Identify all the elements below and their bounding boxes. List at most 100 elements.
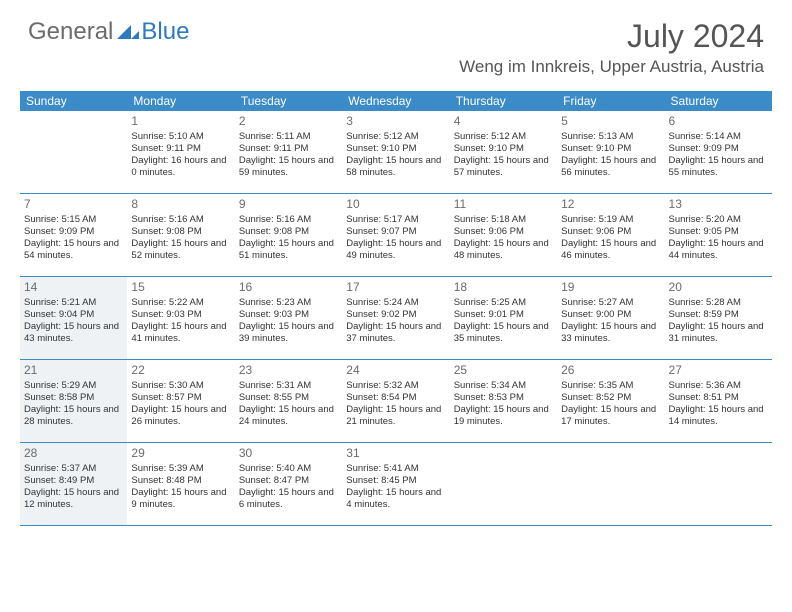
day-cell: 19Sunrise: 5:27 AMSunset: 9:00 PMDayligh…	[557, 277, 664, 359]
day-number: 22	[131, 363, 230, 378]
sunset-text: Sunset: 8:49 PM	[24, 475, 123, 487]
day-number: 25	[454, 363, 553, 378]
sunset-text: Sunset: 8:47 PM	[239, 475, 338, 487]
day-cell: 17Sunrise: 5:24 AMSunset: 9:02 PMDayligh…	[342, 277, 449, 359]
weekday-col: Friday	[557, 91, 664, 111]
day-cell: 21Sunrise: 5:29 AMSunset: 8:58 PMDayligh…	[20, 360, 127, 442]
sunset-text: Sunset: 9:04 PM	[24, 309, 123, 321]
day-number: 15	[131, 280, 230, 295]
sunset-text: Sunset: 8:52 PM	[561, 392, 660, 404]
day-cell: 2Sunrise: 5:11 AMSunset: 9:11 PMDaylight…	[235, 111, 342, 193]
day-cell: 30Sunrise: 5:40 AMSunset: 8:47 PMDayligh…	[235, 443, 342, 525]
day-number: 14	[24, 280, 123, 295]
day-cell: 23Sunrise: 5:31 AMSunset: 8:55 PMDayligh…	[235, 360, 342, 442]
day-number: 7	[24, 197, 123, 212]
sunset-text: Sunset: 9:06 PM	[454, 226, 553, 238]
sunset-text: Sunset: 9:08 PM	[131, 226, 230, 238]
day-number: 31	[346, 446, 445, 461]
daylight-text: Daylight: 15 hours and 52 minutes.	[131, 238, 230, 262]
sunrise-text: Sunrise: 5:30 AM	[131, 380, 230, 392]
daylight-text: Daylight: 15 hours and 33 minutes.	[561, 321, 660, 345]
day-cell: 25Sunrise: 5:34 AMSunset: 8:53 PMDayligh…	[450, 360, 557, 442]
day-cell: 16Sunrise: 5:23 AMSunset: 9:03 PMDayligh…	[235, 277, 342, 359]
sunrise-text: Sunrise: 5:15 AM	[24, 214, 123, 226]
sunset-text: Sunset: 9:03 PM	[131, 309, 230, 321]
day-cell	[557, 443, 664, 525]
daylight-text: Daylight: 15 hours and 4 minutes.	[346, 487, 445, 511]
daylight-text: Daylight: 15 hours and 35 minutes.	[454, 321, 553, 345]
daylight-text: Daylight: 15 hours and 43 minutes.	[24, 321, 123, 345]
sunset-text: Sunset: 9:03 PM	[239, 309, 338, 321]
sunrise-text: Sunrise: 5:23 AM	[239, 297, 338, 309]
daylight-text: Daylight: 15 hours and 31 minutes.	[669, 321, 768, 345]
week-row: 28Sunrise: 5:37 AMSunset: 8:49 PMDayligh…	[20, 443, 772, 526]
sunset-text: Sunset: 9:09 PM	[669, 143, 768, 155]
sunrise-text: Sunrise: 5:24 AM	[346, 297, 445, 309]
daylight-text: Daylight: 15 hours and 39 minutes.	[239, 321, 338, 345]
daylight-text: Daylight: 15 hours and 44 minutes.	[669, 238, 768, 262]
day-cell: 10Sunrise: 5:17 AMSunset: 9:07 PMDayligh…	[342, 194, 449, 276]
sunset-text: Sunset: 8:48 PM	[131, 475, 230, 487]
sunset-text: Sunset: 8:55 PM	[239, 392, 338, 404]
sunrise-text: Sunrise: 5:16 AM	[131, 214, 230, 226]
day-number: 8	[131, 197, 230, 212]
daylight-text: Daylight: 15 hours and 57 minutes.	[454, 155, 553, 179]
daylight-text: Daylight: 15 hours and 24 minutes.	[239, 404, 338, 428]
brand-part1: General	[28, 18, 113, 46]
sunrise-text: Sunrise: 5:14 AM	[669, 131, 768, 143]
logo-triangle-icon	[117, 25, 131, 39]
sunrise-text: Sunrise: 5:35 AM	[561, 380, 660, 392]
day-cell: 24Sunrise: 5:32 AMSunset: 8:54 PMDayligh…	[342, 360, 449, 442]
day-number: 24	[346, 363, 445, 378]
day-cell: 11Sunrise: 5:18 AMSunset: 9:06 PMDayligh…	[450, 194, 557, 276]
weekday-col: Saturday	[665, 91, 772, 111]
day-number: 29	[131, 446, 230, 461]
sunset-text: Sunset: 9:10 PM	[346, 143, 445, 155]
sunset-text: Sunset: 9:00 PM	[561, 309, 660, 321]
sunrise-text: Sunrise: 5:36 AM	[669, 380, 768, 392]
sunset-text: Sunset: 9:11 PM	[239, 143, 338, 155]
sunset-text: Sunset: 8:57 PM	[131, 392, 230, 404]
weekday-col: Sunday	[20, 91, 127, 111]
sunrise-text: Sunrise: 5:18 AM	[454, 214, 553, 226]
day-number: 1	[131, 114, 230, 129]
day-cell: 15Sunrise: 5:22 AMSunset: 9:03 PMDayligh…	[127, 277, 234, 359]
daylight-text: Daylight: 15 hours and 26 minutes.	[131, 404, 230, 428]
daylight-text: Daylight: 15 hours and 14 minutes.	[669, 404, 768, 428]
sunset-text: Sunset: 8:53 PM	[454, 392, 553, 404]
daylight-text: Daylight: 15 hours and 54 minutes.	[24, 238, 123, 262]
day-cell: 14 Sunrise: 5:21 AMSunset: 9:04 PMDayligh…	[20, 277, 127, 359]
day-number: 13	[669, 197, 768, 212]
day-cell: 29Sunrise: 5:39 AMSunset: 8:48 PMDayligh…	[127, 443, 234, 525]
daylight-text: Daylight: 15 hours and 12 minutes.	[24, 487, 123, 511]
weekday-col: Monday	[127, 91, 234, 111]
day-number: 5	[561, 114, 660, 129]
day-cell	[665, 443, 772, 525]
day-cell: 7Sunrise: 5:15 AMSunset: 9:09 PMDaylight…	[20, 194, 127, 276]
day-cell: 31Sunrise: 5:41 AMSunset: 8:45 PMDayligh…	[342, 443, 449, 525]
sunrise-text: Sunrise: 5:31 AM	[239, 380, 338, 392]
week-row: 14Sunrise: 5:21 AMSunset: 9:04 PMDayligh…	[20, 277, 772, 360]
sunrise-text: Sunrise: 5:10 AM	[131, 131, 230, 143]
daylight-text: Daylight: 15 hours and 56 minutes.	[561, 155, 660, 179]
logo-triangle-icon	[131, 31, 139, 39]
day-number: 10	[346, 197, 445, 212]
sunrise-text: Sunrise: 5:21 AM	[24, 297, 123, 309]
sunset-text: Sunset: 8:59 PM	[669, 309, 768, 321]
sunset-text: Sunset: 8:51 PM	[669, 392, 768, 404]
sunset-text: Sunset: 9:07 PM	[346, 226, 445, 238]
day-cell: 12Sunrise: 5:19 AMSunset: 9:06 PMDayligh…	[557, 194, 664, 276]
day-number: 20	[669, 280, 768, 295]
day-number: 2	[239, 114, 338, 129]
sunset-text: Sunset: 9:01 PM	[454, 309, 553, 321]
weekday-col: Tuesday	[235, 91, 342, 111]
day-cell: 6Sunrise: 5:14 AMSunset: 9:09 PMDaylight…	[665, 111, 772, 193]
day-cell: 1Sunrise: 5:10 AMSunset: 9:11 PMDaylight…	[127, 111, 234, 193]
day-cell: 4Sunrise: 5:12 AMSunset: 9:10 PMDaylight…	[450, 111, 557, 193]
day-cell: 9Sunrise: 5:16 AMSunset: 9:08 PMDaylight…	[235, 194, 342, 276]
day-cell	[450, 443, 557, 525]
daylight-text: Daylight: 15 hours and 17 minutes.	[561, 404, 660, 428]
sunset-text: Sunset: 9:10 PM	[561, 143, 660, 155]
sunrise-text: Sunrise: 5:32 AM	[346, 380, 445, 392]
daylight-text: Daylight: 15 hours and 28 minutes.	[24, 404, 123, 428]
